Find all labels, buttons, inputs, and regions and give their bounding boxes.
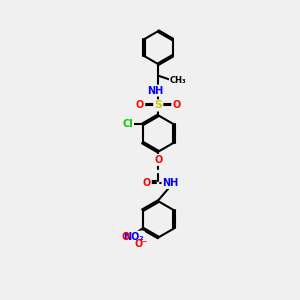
Text: O: O bbox=[121, 232, 129, 242]
Text: NH: NH bbox=[163, 178, 179, 188]
Text: S: S bbox=[154, 100, 162, 110]
Text: O: O bbox=[136, 100, 144, 110]
Text: O⁻: O⁻ bbox=[134, 239, 148, 249]
Text: O: O bbox=[154, 155, 162, 165]
Text: Cl: Cl bbox=[122, 119, 133, 129]
Text: CH₃: CH₃ bbox=[170, 76, 186, 85]
Text: O: O bbox=[142, 178, 151, 188]
Text: NO₂: NO₂ bbox=[123, 232, 144, 242]
Text: NH: NH bbox=[147, 85, 163, 96]
Text: O: O bbox=[172, 100, 181, 110]
